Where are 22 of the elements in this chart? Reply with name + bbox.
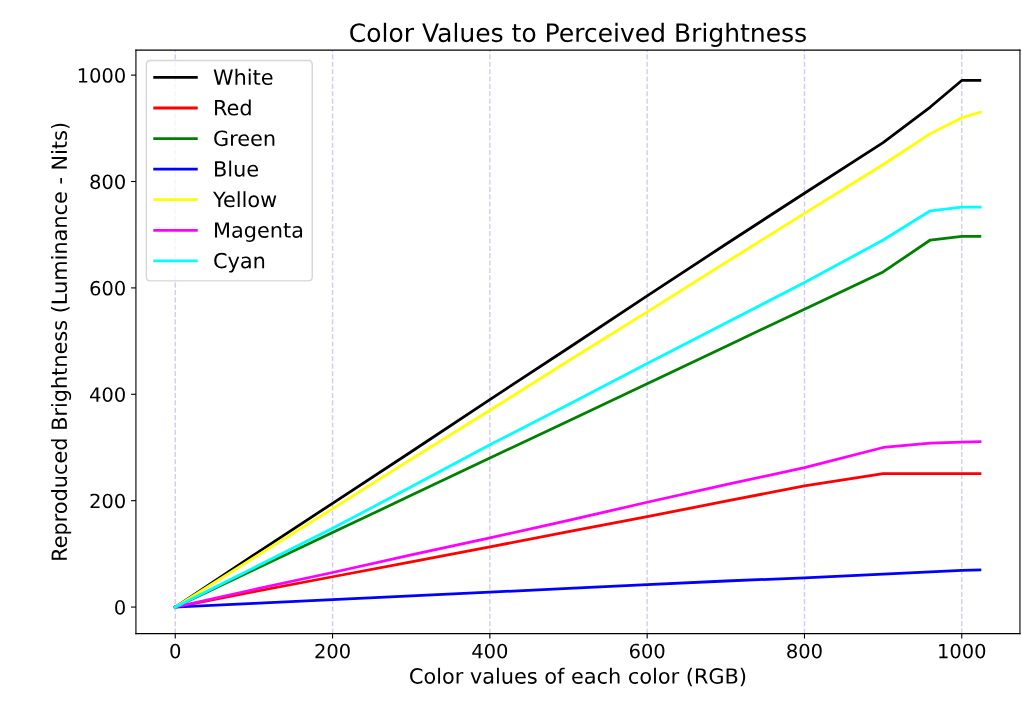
x-tick-label: 0 (170, 643, 181, 659)
y-tick-label: 400 (90, 387, 125, 402)
legend-label: Magenta (215, 222, 303, 242)
legend-label: Red (215, 99, 251, 116)
y-axis-title: Reproduced Brightness (Luminance - Nits) (51, 123, 72, 560)
x-tick-label: 200 (315, 643, 350, 659)
y-tick-label: 600 (90, 280, 125, 296)
legend-label: Green (214, 130, 275, 147)
x-axis-title: Color values of each color (RGB) (410, 667, 746, 687)
legend-label: White (213, 68, 273, 85)
y-tick-label: 0 (115, 600, 125, 615)
x-tick-label: 1000 (939, 643, 986, 659)
legend-label: Cyan (214, 252, 265, 273)
chart-title: Color Values to Perceived Brightness (350, 22, 806, 47)
y-tick-label: 1000 (78, 68, 125, 83)
y-tick-label: 800 (90, 174, 125, 190)
x-tick-label: 600 (629, 643, 665, 659)
x-tick-label: 400 (472, 643, 508, 659)
legend-label: Blue (215, 160, 258, 177)
x-tick-label: 800 (787, 643, 822, 659)
legend-label: Yellow (212, 191, 277, 208)
y-tick-label: 200 (90, 493, 125, 509)
